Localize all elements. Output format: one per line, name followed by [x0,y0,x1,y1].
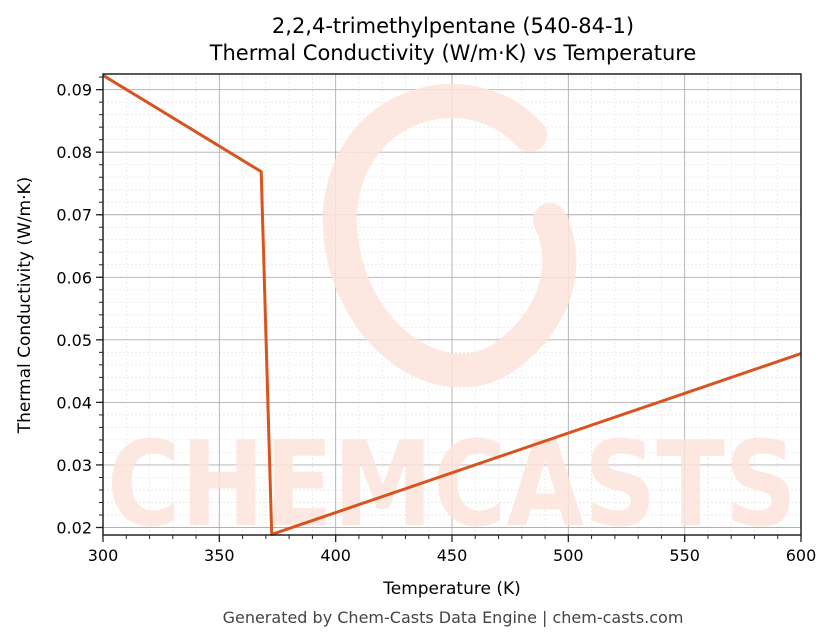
y-tick-label: 0.05 [56,331,92,350]
x-tick-label: 450 [437,546,468,565]
chart-title-line2: Thermal Conductivity (W/m·K) vs Temperat… [209,41,697,65]
x-tick-label: 600 [786,546,817,565]
x-tick-label: 550 [669,546,700,565]
y-tick-label: 0.03 [56,456,92,475]
y-tick-label: 0.08 [56,143,92,162]
y-tick-label: 0.04 [56,393,92,412]
x-tick-label: 350 [204,546,235,565]
x-axis: 300 350 400 450 500 550 600 [88,535,817,565]
y-tick-label: 0.09 [56,81,92,100]
x-tick-label: 500 [553,546,584,565]
y-tick-label: 0.07 [56,206,92,225]
y-axis-label: Thermal Conductivity (W/m·K) [15,177,35,435]
x-axis-label: Temperature (K) [382,579,521,599]
x-tick-label: 400 [320,546,351,565]
y-axis: 0.02 0.03 0.04 0.05 0.06 0.07 0.08 0.09 [56,76,103,537]
footer-credit: Generated by Chem-Casts Data Engine | ch… [222,608,684,627]
watermark-logo: CHEMCASTS [107,84,797,553]
y-tick-label: 0.06 [56,268,92,287]
y-tick-label: 0.02 [56,518,92,537]
x-tick-label: 300 [88,546,119,565]
data-series-line [102,74,802,536]
svg-text:CHEMCASTS: CHEMCASTS [107,415,797,553]
chart-title-line1: 2,2,4-trimethylpentane (540-84-1) [271,14,635,38]
